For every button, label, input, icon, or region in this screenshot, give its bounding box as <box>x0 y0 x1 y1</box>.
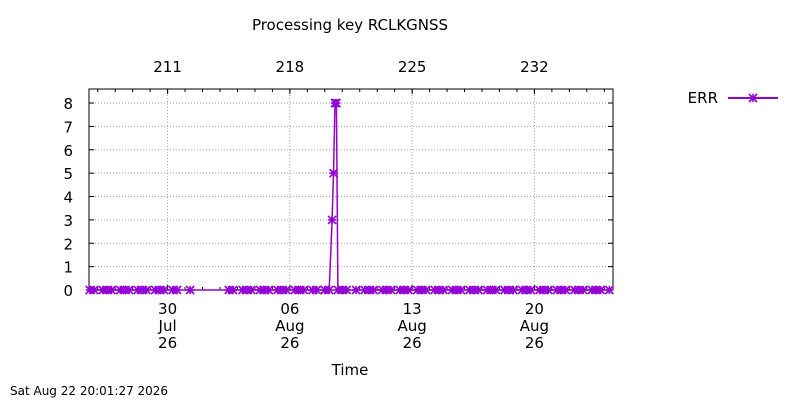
legend-label-err: ERR <box>688 89 718 107</box>
data-point <box>246 285 256 295</box>
data-point <box>351 285 361 295</box>
data-point <box>526 285 536 295</box>
y-tick-label: 1 <box>63 259 73 277</box>
x-top-tick-label: 218 <box>276 58 305 76</box>
data-point <box>124 285 134 295</box>
y-tick-label: 5 <box>63 165 73 183</box>
data-point <box>327 215 337 225</box>
y-tick-label: 0 <box>63 282 73 300</box>
x-tick-label: 06 <box>280 300 299 318</box>
data-point <box>89 285 99 295</box>
x-top-tick-label: 225 <box>398 58 427 76</box>
data-point <box>342 285 352 295</box>
x-top-tick-label: 232 <box>520 58 549 76</box>
data-point <box>324 285 334 295</box>
x-tick-label: 30 <box>158 300 177 318</box>
data-point <box>543 285 553 295</box>
data-point <box>299 285 309 295</box>
y-axis: 0 1 2 3 4 5 6 7 8 <box>63 95 613 300</box>
x-tick-label: Aug <box>275 317 304 335</box>
data-point <box>491 285 501 295</box>
data-point <box>386 285 396 295</box>
data-point <box>281 285 291 295</box>
series-group <box>85 98 614 295</box>
data-point <box>328 168 339 178</box>
data-point <box>421 285 431 295</box>
x-axis-top: 211 218 225 232 <box>97 58 605 94</box>
x-tick-label: 13 <box>403 300 422 318</box>
footer-timestamp: Sat Aug 22 20:01:27 2026 <box>10 384 168 398</box>
x-tick-label: 26 <box>403 334 422 352</box>
x-axis-title: Time <box>331 361 369 379</box>
data-point <box>185 285 195 295</box>
grid <box>89 89 613 290</box>
x-tick-label: 20 <box>525 300 544 318</box>
data-point <box>578 285 588 295</box>
data-point <box>172 285 182 295</box>
data-point <box>331 98 342 108</box>
data-point <box>508 285 518 295</box>
data-point <box>106 285 117 295</box>
data-point <box>312 285 322 295</box>
data-point <box>596 285 606 295</box>
legend-marker-err <box>748 93 758 103</box>
y-tick-label: 2 <box>63 235 73 253</box>
data-point <box>368 285 379 295</box>
y-tick-label: 7 <box>63 118 73 136</box>
legend-marker-glyph <box>748 93 758 103</box>
data-point <box>228 285 238 295</box>
data-point <box>264 285 274 295</box>
data-point <box>159 285 169 295</box>
y-tick-label: 6 <box>63 142 73 160</box>
data-point <box>141 285 152 295</box>
x-tick-label: Aug <box>520 317 549 335</box>
data-point <box>604 285 614 295</box>
data-point <box>561 285 571 295</box>
data-point <box>473 285 483 295</box>
x-top-tick-label: 211 <box>153 58 182 76</box>
y-tick-label: 8 <box>63 95 73 113</box>
x-tick-label: 26 <box>158 334 177 352</box>
x-tick-label: Jul <box>158 317 177 335</box>
y-tick-label: 4 <box>63 189 73 207</box>
x-tick-label: Aug <box>397 317 426 335</box>
data-point <box>456 285 466 295</box>
y-tick-label: 3 <box>63 212 73 230</box>
data-point <box>438 285 448 295</box>
x-tick-label: 26 <box>280 334 299 352</box>
legend: ERR <box>688 89 778 107</box>
data-point <box>403 285 414 295</box>
chart-title: Processing key RCLKGNSS <box>252 16 448 34</box>
x-tick-label: 26 <box>525 334 544 352</box>
